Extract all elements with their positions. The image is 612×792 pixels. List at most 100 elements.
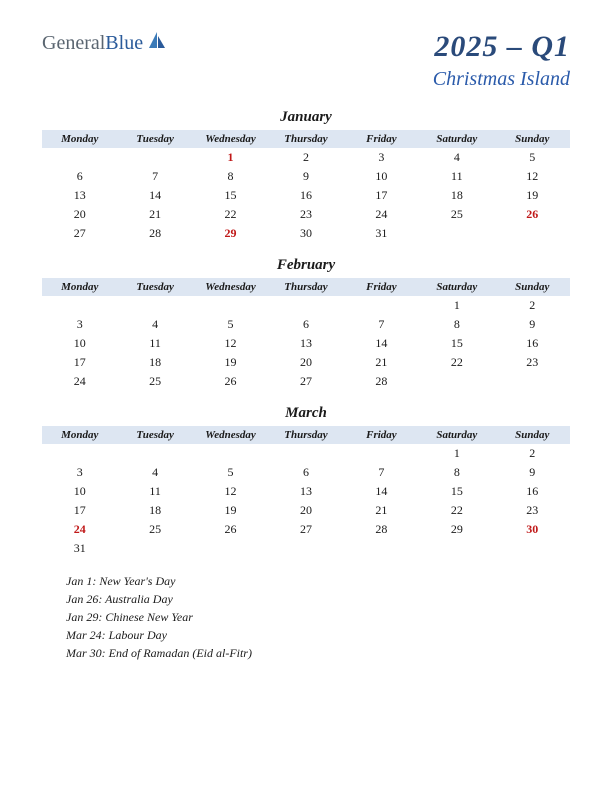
calendar-cell: 1 xyxy=(193,148,268,167)
calendar-cell: 12 xyxy=(193,482,268,501)
day-header: Monday xyxy=(42,278,117,296)
calendar-cell xyxy=(495,224,570,243)
calendar-cell: 22 xyxy=(419,501,494,520)
day-header: Monday xyxy=(42,426,117,444)
calendar-cell: 24 xyxy=(344,205,419,224)
calendar-cell: 13 xyxy=(268,334,343,353)
day-header: Wednesday xyxy=(193,278,268,296)
calendar-cell: 3 xyxy=(42,463,117,482)
calendar-cell: 20 xyxy=(268,501,343,520)
calendar-cell xyxy=(495,539,570,558)
calendar-cell xyxy=(117,444,192,463)
calendar-cell xyxy=(42,444,117,463)
calendar-cell xyxy=(42,148,117,167)
calendar-cell: 4 xyxy=(117,463,192,482)
calendar-cell xyxy=(344,539,419,558)
calendar-cell: 18 xyxy=(117,501,192,520)
calendar-cell xyxy=(193,296,268,315)
calendar-cell: 16 xyxy=(495,334,570,353)
calendar-cell: 28 xyxy=(344,520,419,539)
calendar-cell: 1 xyxy=(419,296,494,315)
day-header: Sunday xyxy=(495,278,570,296)
calendar-cell: 26 xyxy=(193,520,268,539)
calendar-cell: 8 xyxy=(193,167,268,186)
main-title: 2025 – Q1 xyxy=(433,30,570,64)
calendar-cell: 26 xyxy=(193,372,268,391)
calendar-cell xyxy=(117,539,192,558)
calendar-cell: 27 xyxy=(268,520,343,539)
calendar-cell: 21 xyxy=(344,501,419,520)
month-name: January xyxy=(42,109,570,126)
calendar-cell: 2 xyxy=(495,296,570,315)
header: GeneralBlue 2025 – Q1 Christmas Island xyxy=(42,30,570,91)
calendar-table: MondayTuesdayWednesdayThursdayFridaySatu… xyxy=(42,278,570,391)
day-header: Thursday xyxy=(268,278,343,296)
calendar-cell: 27 xyxy=(42,224,117,243)
calendar-row: 2728293031 xyxy=(42,224,570,243)
day-header: Tuesday xyxy=(117,278,192,296)
calendar-cell xyxy=(344,444,419,463)
calendar-cell: 3 xyxy=(344,148,419,167)
calendar-cell: 16 xyxy=(268,186,343,205)
calendar-cell: 24 xyxy=(42,372,117,391)
day-header: Thursday xyxy=(268,426,343,444)
day-header: Tuesday xyxy=(117,130,192,148)
calendar-cell: 5 xyxy=(193,463,268,482)
calendar-cell: 15 xyxy=(419,334,494,353)
month-name: February xyxy=(42,257,570,274)
calendar-row: 13141516171819 xyxy=(42,186,570,205)
calendar-cell: 8 xyxy=(419,315,494,334)
calendar-row: 2425262728 xyxy=(42,372,570,391)
calendar-cell: 13 xyxy=(42,186,117,205)
holiday-entry: Mar 30: End of Ramadan (Eid al-Fitr) xyxy=(66,644,570,662)
day-header: Sunday xyxy=(495,426,570,444)
day-header: Wednesday xyxy=(193,130,268,148)
calendar-cell: 11 xyxy=(419,167,494,186)
calendar-cell: 27 xyxy=(268,372,343,391)
day-header: Friday xyxy=(344,130,419,148)
logo-sail-icon xyxy=(147,30,167,56)
logo: GeneralBlue xyxy=(42,30,167,56)
holiday-entry: Jan 29: Chinese New Year xyxy=(66,608,570,626)
calendar-row: 31 xyxy=(42,539,570,558)
calendar-cell: 13 xyxy=(268,482,343,501)
calendar-cell xyxy=(268,444,343,463)
calendar-row: 17181920212223 xyxy=(42,501,570,520)
months-container: JanuaryMondayTuesdayWednesdayThursdayFri… xyxy=(42,109,570,558)
calendar-cell: 28 xyxy=(344,372,419,391)
calendar-cell: 31 xyxy=(344,224,419,243)
calendar-cell: 10 xyxy=(42,482,117,501)
calendar-cell xyxy=(193,444,268,463)
calendar-cell xyxy=(42,296,117,315)
holidays-list: Jan 1: New Year's DayJan 26: Australia D… xyxy=(42,572,570,662)
calendar-cell: 9 xyxy=(495,315,570,334)
calendar-cell: 6 xyxy=(268,463,343,482)
calendar-table: MondayTuesdayWednesdayThursdayFridaySatu… xyxy=(42,130,570,243)
day-header: Monday xyxy=(42,130,117,148)
calendar-cell: 17 xyxy=(42,501,117,520)
month-block: February MondayTuesdayWednesdayThursdayFr… xyxy=(42,257,570,391)
calendar-table: MondayTuesdayWednesdayThursdayFridaySatu… xyxy=(42,426,570,558)
calendar-cell: 24 xyxy=(42,520,117,539)
calendar-cell: 2 xyxy=(495,444,570,463)
day-header: Saturday xyxy=(419,130,494,148)
calendar-cell: 19 xyxy=(495,186,570,205)
calendar-cell: 29 xyxy=(193,224,268,243)
calendar-cell xyxy=(268,539,343,558)
calendar-cell xyxy=(117,296,192,315)
calendar-cell: 31 xyxy=(42,539,117,558)
calendar-cell: 11 xyxy=(117,482,192,501)
calendar-row: 12 xyxy=(42,444,570,463)
calendar-cell: 4 xyxy=(419,148,494,167)
calendar-row: 20212223242526 xyxy=(42,205,570,224)
calendar-cell: 28 xyxy=(117,224,192,243)
calendar-cell: 25 xyxy=(419,205,494,224)
calendar-cell xyxy=(268,296,343,315)
calendar-row: 12345 xyxy=(42,148,570,167)
calendar-row: 12 xyxy=(42,296,570,315)
calendar-cell: 5 xyxy=(495,148,570,167)
calendar-cell: 25 xyxy=(117,520,192,539)
calendar-cell: 25 xyxy=(117,372,192,391)
calendar-cell: 17 xyxy=(42,353,117,372)
calendar-cell: 19 xyxy=(193,353,268,372)
